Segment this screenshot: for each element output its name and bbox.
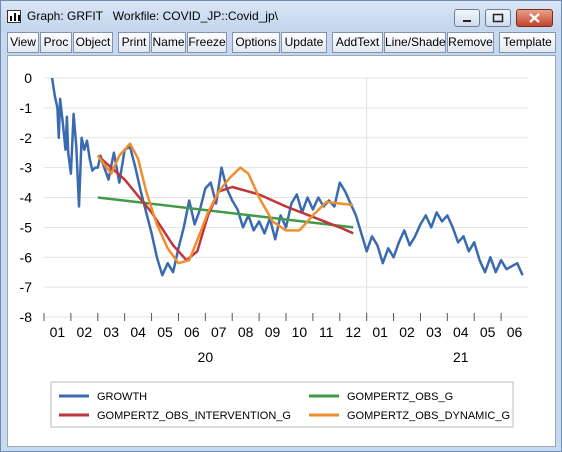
series-line-gompertz_obs_dynamic_g <box>96 142 354 265</box>
graph-app-icon[interactable] <box>7 10 21 23</box>
x-tick-label: 03 <box>103 324 119 340</box>
print-button[interactable]: Print <box>118 32 150 53</box>
template-button[interactable]: Template <box>499 32 556 53</box>
freeze-button[interactable]: Freeze <box>187 32 227 53</box>
x-tick-label: 01 <box>50 324 66 340</box>
y-tick-label: -8 <box>20 309 33 325</box>
y-tick-label: 0 <box>24 70 32 86</box>
proc-button[interactable]: Proc <box>40 32 72 53</box>
x-tick-label: 05 <box>480 324 496 340</box>
name-button[interactable]: Name <box>151 32 186 53</box>
graph-area[interactable]: 0 -1 -2 -3 -4 -5 -6 -7 -8 01 02 03 04 05 06 07 08 09 10 11 1… <box>7 55 556 447</box>
y-tick-label: -4 <box>20 190 33 206</box>
x-tick-label: 02 <box>77 324 93 340</box>
y-tick-label: -5 <box>20 219 33 235</box>
y-tick-label: -1 <box>20 100 33 116</box>
x-tick-label: 01 <box>372 324 388 340</box>
view-button[interactable]: View <box>7 32 39 53</box>
x-tick-label: 07 <box>211 324 227 340</box>
minimize-icon[interactable] <box>454 9 480 27</box>
legend-box <box>50 381 514 428</box>
x-tick-label: 05 <box>157 324 173 340</box>
legend-entry: GROWTH <box>97 391 147 403</box>
update-button[interactable]: Update <box>281 32 327 53</box>
x-tick-label: 03 <box>426 324 442 340</box>
maximize-icon[interactable] <box>485 9 511 27</box>
x-tick-label: 09 <box>265 324 281 340</box>
y-tick-label: -3 <box>20 160 33 176</box>
y-tick-label: -6 <box>20 249 33 265</box>
y-tick-label: -7 <box>20 279 33 295</box>
year-label: 20 <box>198 349 214 365</box>
x-tick-label: 10 <box>292 324 308 340</box>
options-button[interactable]: Options <box>232 32 280 53</box>
x-tick-label: 04 <box>453 324 469 340</box>
legend-entry: GOMPERTZ_OBS_INTERVENTION_G <box>97 410 291 422</box>
x-tick-label: 08 <box>238 324 254 340</box>
window-title: Graph: GRFIT Workfile: COVID_JP::Covid_j… <box>27 9 278 23</box>
series-line-gompertz_obs_g <box>97 196 354 229</box>
x-tick-label: 06 <box>184 324 200 340</box>
series-line-growth <box>50 77 524 277</box>
addtext-button[interactable]: AddText <box>332 32 383 53</box>
line-chart: 0 -1 -2 -3 -4 -5 -6 -7 -8 01 02 03 04 05 06 07 08 09 10 11 1… <box>20 70 528 428</box>
toolbar: View Proc Object Print Name Freeze Optio… <box>7 32 557 53</box>
x-tick-label: 02 <box>399 324 415 340</box>
legend-entry: GOMPERTZ_OBS_DYNAMIC_G <box>347 410 510 422</box>
line-shade-button[interactable]: Line/Shade <box>384 32 446 53</box>
close-icon[interactable] <box>516 9 553 27</box>
remove-button[interactable]: Remove <box>447 32 494 53</box>
legend-entry: GOMPERTZ_OBS_G <box>347 391 453 403</box>
x-tick-label: 11 <box>319 324 334 340</box>
year-label: 21 <box>453 349 469 365</box>
x-tick-label: 12 <box>345 324 361 340</box>
x-tick-label: 04 <box>130 324 146 340</box>
x-tick-label: 06 <box>507 324 523 340</box>
object-button[interactable]: Object <box>73 32 113 53</box>
y-tick-label: -2 <box>20 130 33 146</box>
title-bar[interactable]: Graph: GRFIT Workfile: COVID_JP::Covid_j… <box>1 1 561 31</box>
